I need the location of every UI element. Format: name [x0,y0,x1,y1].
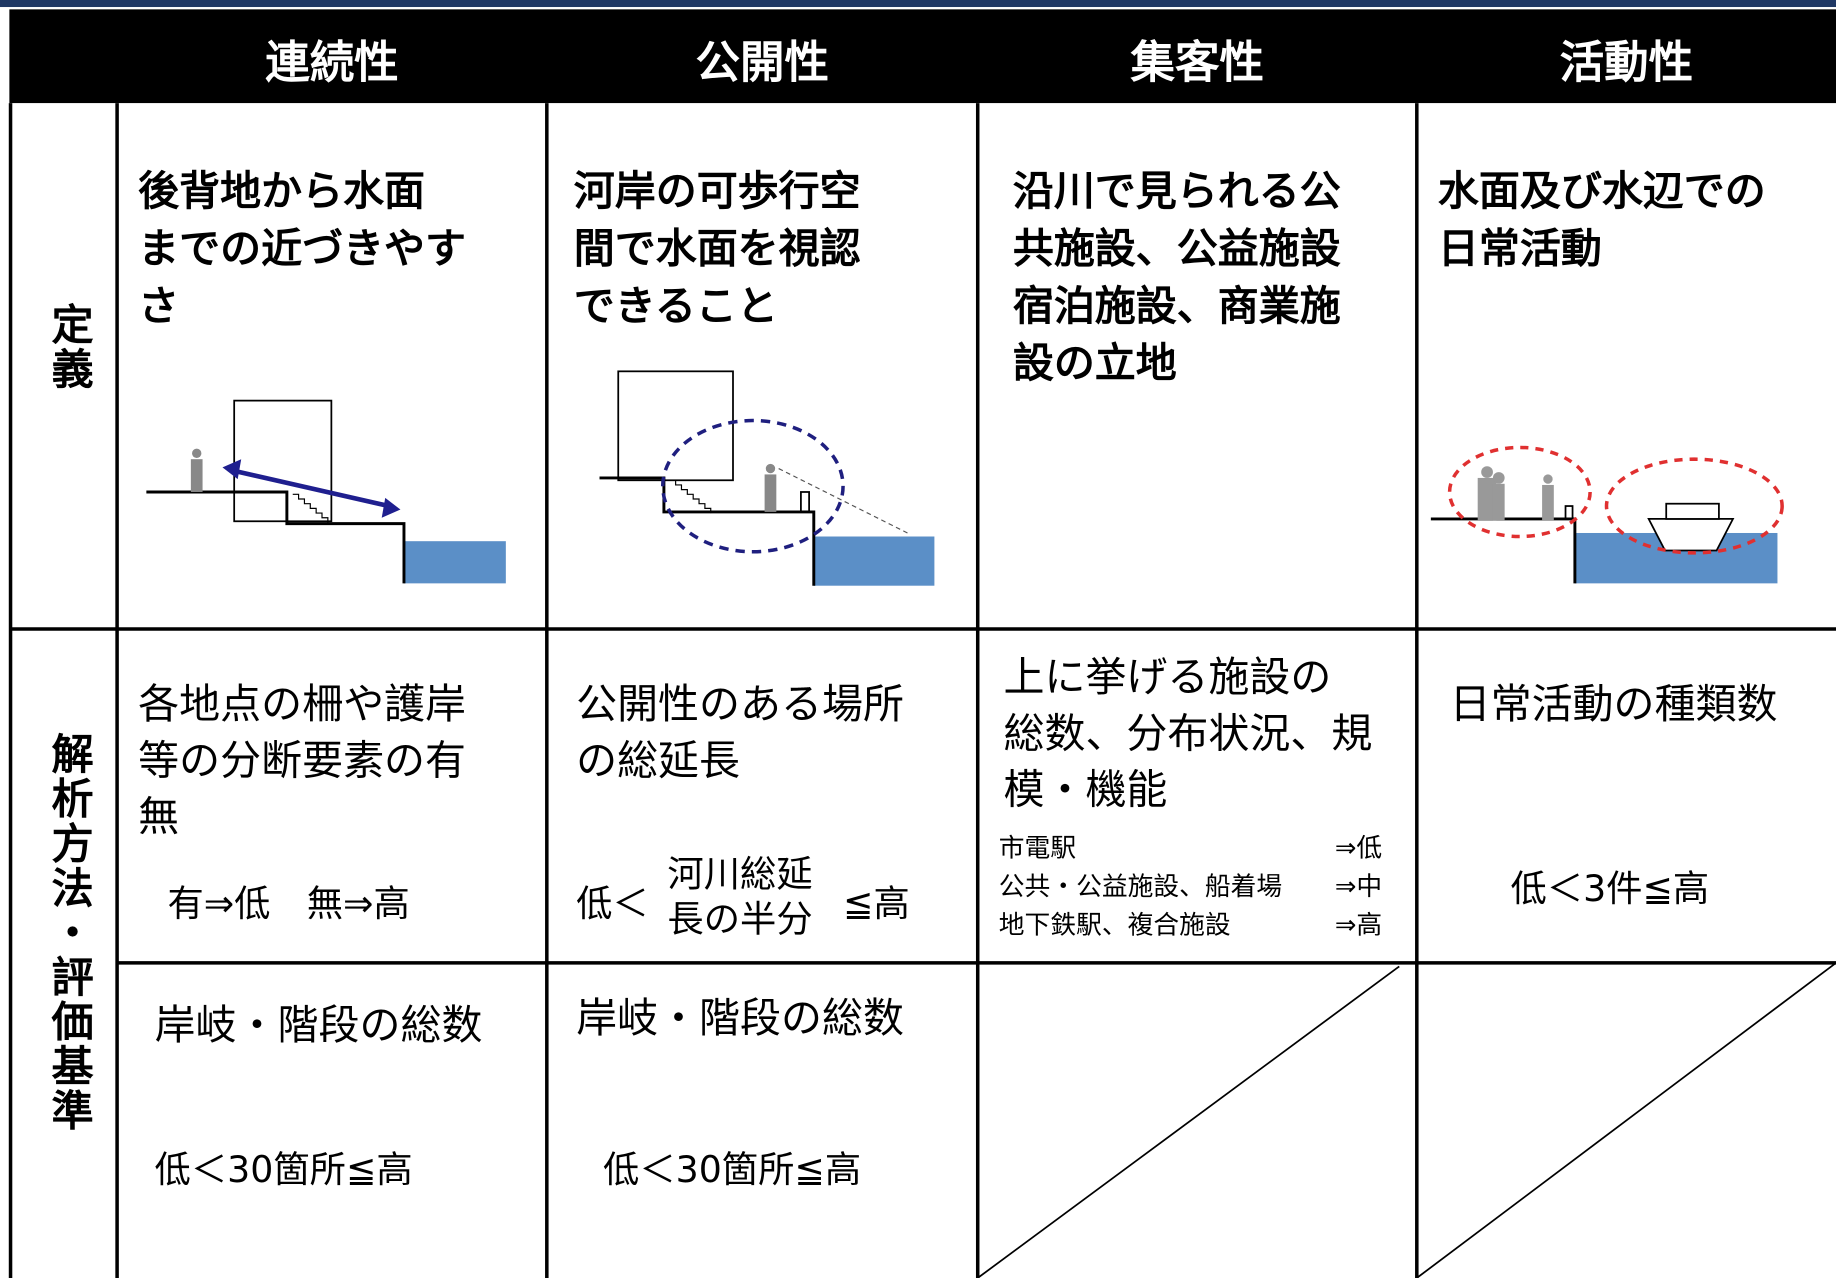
criteria-item: 地下鉄駅、複合施設 [998,911,1231,941]
fraction-line: 河川総延 [667,853,813,897]
definition-line: までの近づきやす [138,226,467,273]
count-criteria: 低＜30箇所≦高 [154,1149,413,1192]
definition-line: 設の立地 [1012,340,1177,388]
method-line: 日常活動の種類数 [1449,681,1778,729]
definition-line: 水面及び水辺での [1437,168,1766,216]
criteria-fraction: 河川総延 長の半分 [667,853,812,942]
column-header: 公開性 [695,36,830,88]
definition-line: 日常活動 [1437,226,1602,273]
definition-line: 後背地から水面 [138,168,426,216]
criteria-item: 公共・公益施設、船着場 [998,872,1283,902]
count-method: 岸岐・階段の総数 [154,1002,483,1050]
criteria: 低＜3件≦高 [1510,868,1710,911]
method-line: 総数、分布状況、規 [1003,711,1373,758]
criteria-level: ⇒低 [1334,834,1383,864]
method-line: 公開性のある場所 [576,681,904,729]
definition-line: 宿泊施設、商業施 [1012,283,1341,331]
illustration-4 [1430,445,1784,584]
row-label: 定義 [44,302,93,392]
criteria-item: 市電駅 [998,834,1077,864]
definition-line: 間で水面を視認 [573,226,861,273]
top-bar [0,0,1836,8]
illustration-2 [599,370,935,586]
row-label: 解析方法・評価基準 [44,732,93,1133]
count-criteria: 低＜30箇所≦高 [603,1149,862,1192]
method-line: 模・機能 [1003,767,1168,815]
criteria-level: ⇒高 [1334,911,1383,941]
definition-line: 河岸の可歩行空 [573,168,861,216]
method-line: 無 [138,794,180,842]
criteria-left-col: 市電駅公共・公益施設、船着場 地下鉄駅、複合施設 [999,829,1282,945]
method-line: 上に挙げる施設の [1003,654,1332,702]
illustration-1 [146,399,506,584]
column-header: 連続性 [265,36,399,88]
criteria-level: ⇒中 [1334,872,1383,902]
criteria-right: ≦高 [843,883,910,926]
criteria-right-col: ⇒低 ⇒中 ⇒高 [1335,829,1382,945]
column-header: 集客性 [1130,36,1265,88]
definition-line: さ [138,283,180,331]
definition-line: 共施設、公益施設 [1012,226,1341,273]
method-line: 各地点の柵や護岸 [138,681,467,729]
header-bg [9,9,1836,104]
definition-line: 沿川で見られる公 [1012,168,1341,216]
count-method: 岸岐・階段の総数 [576,995,904,1043]
criteria: 有⇒低 無⇒高 [167,883,410,926]
diagonals [977,962,1836,1278]
definition-line: できること [573,283,778,331]
grid [8,103,1836,1278]
fraction-line: 長の半分 [667,898,813,941]
method-line: 等の分断要素の有 [138,737,467,785]
criteria-left: 低＜ [576,883,649,926]
method-line: の総延長 [576,737,741,785]
column-header: 活動性 [1559,36,1694,88]
